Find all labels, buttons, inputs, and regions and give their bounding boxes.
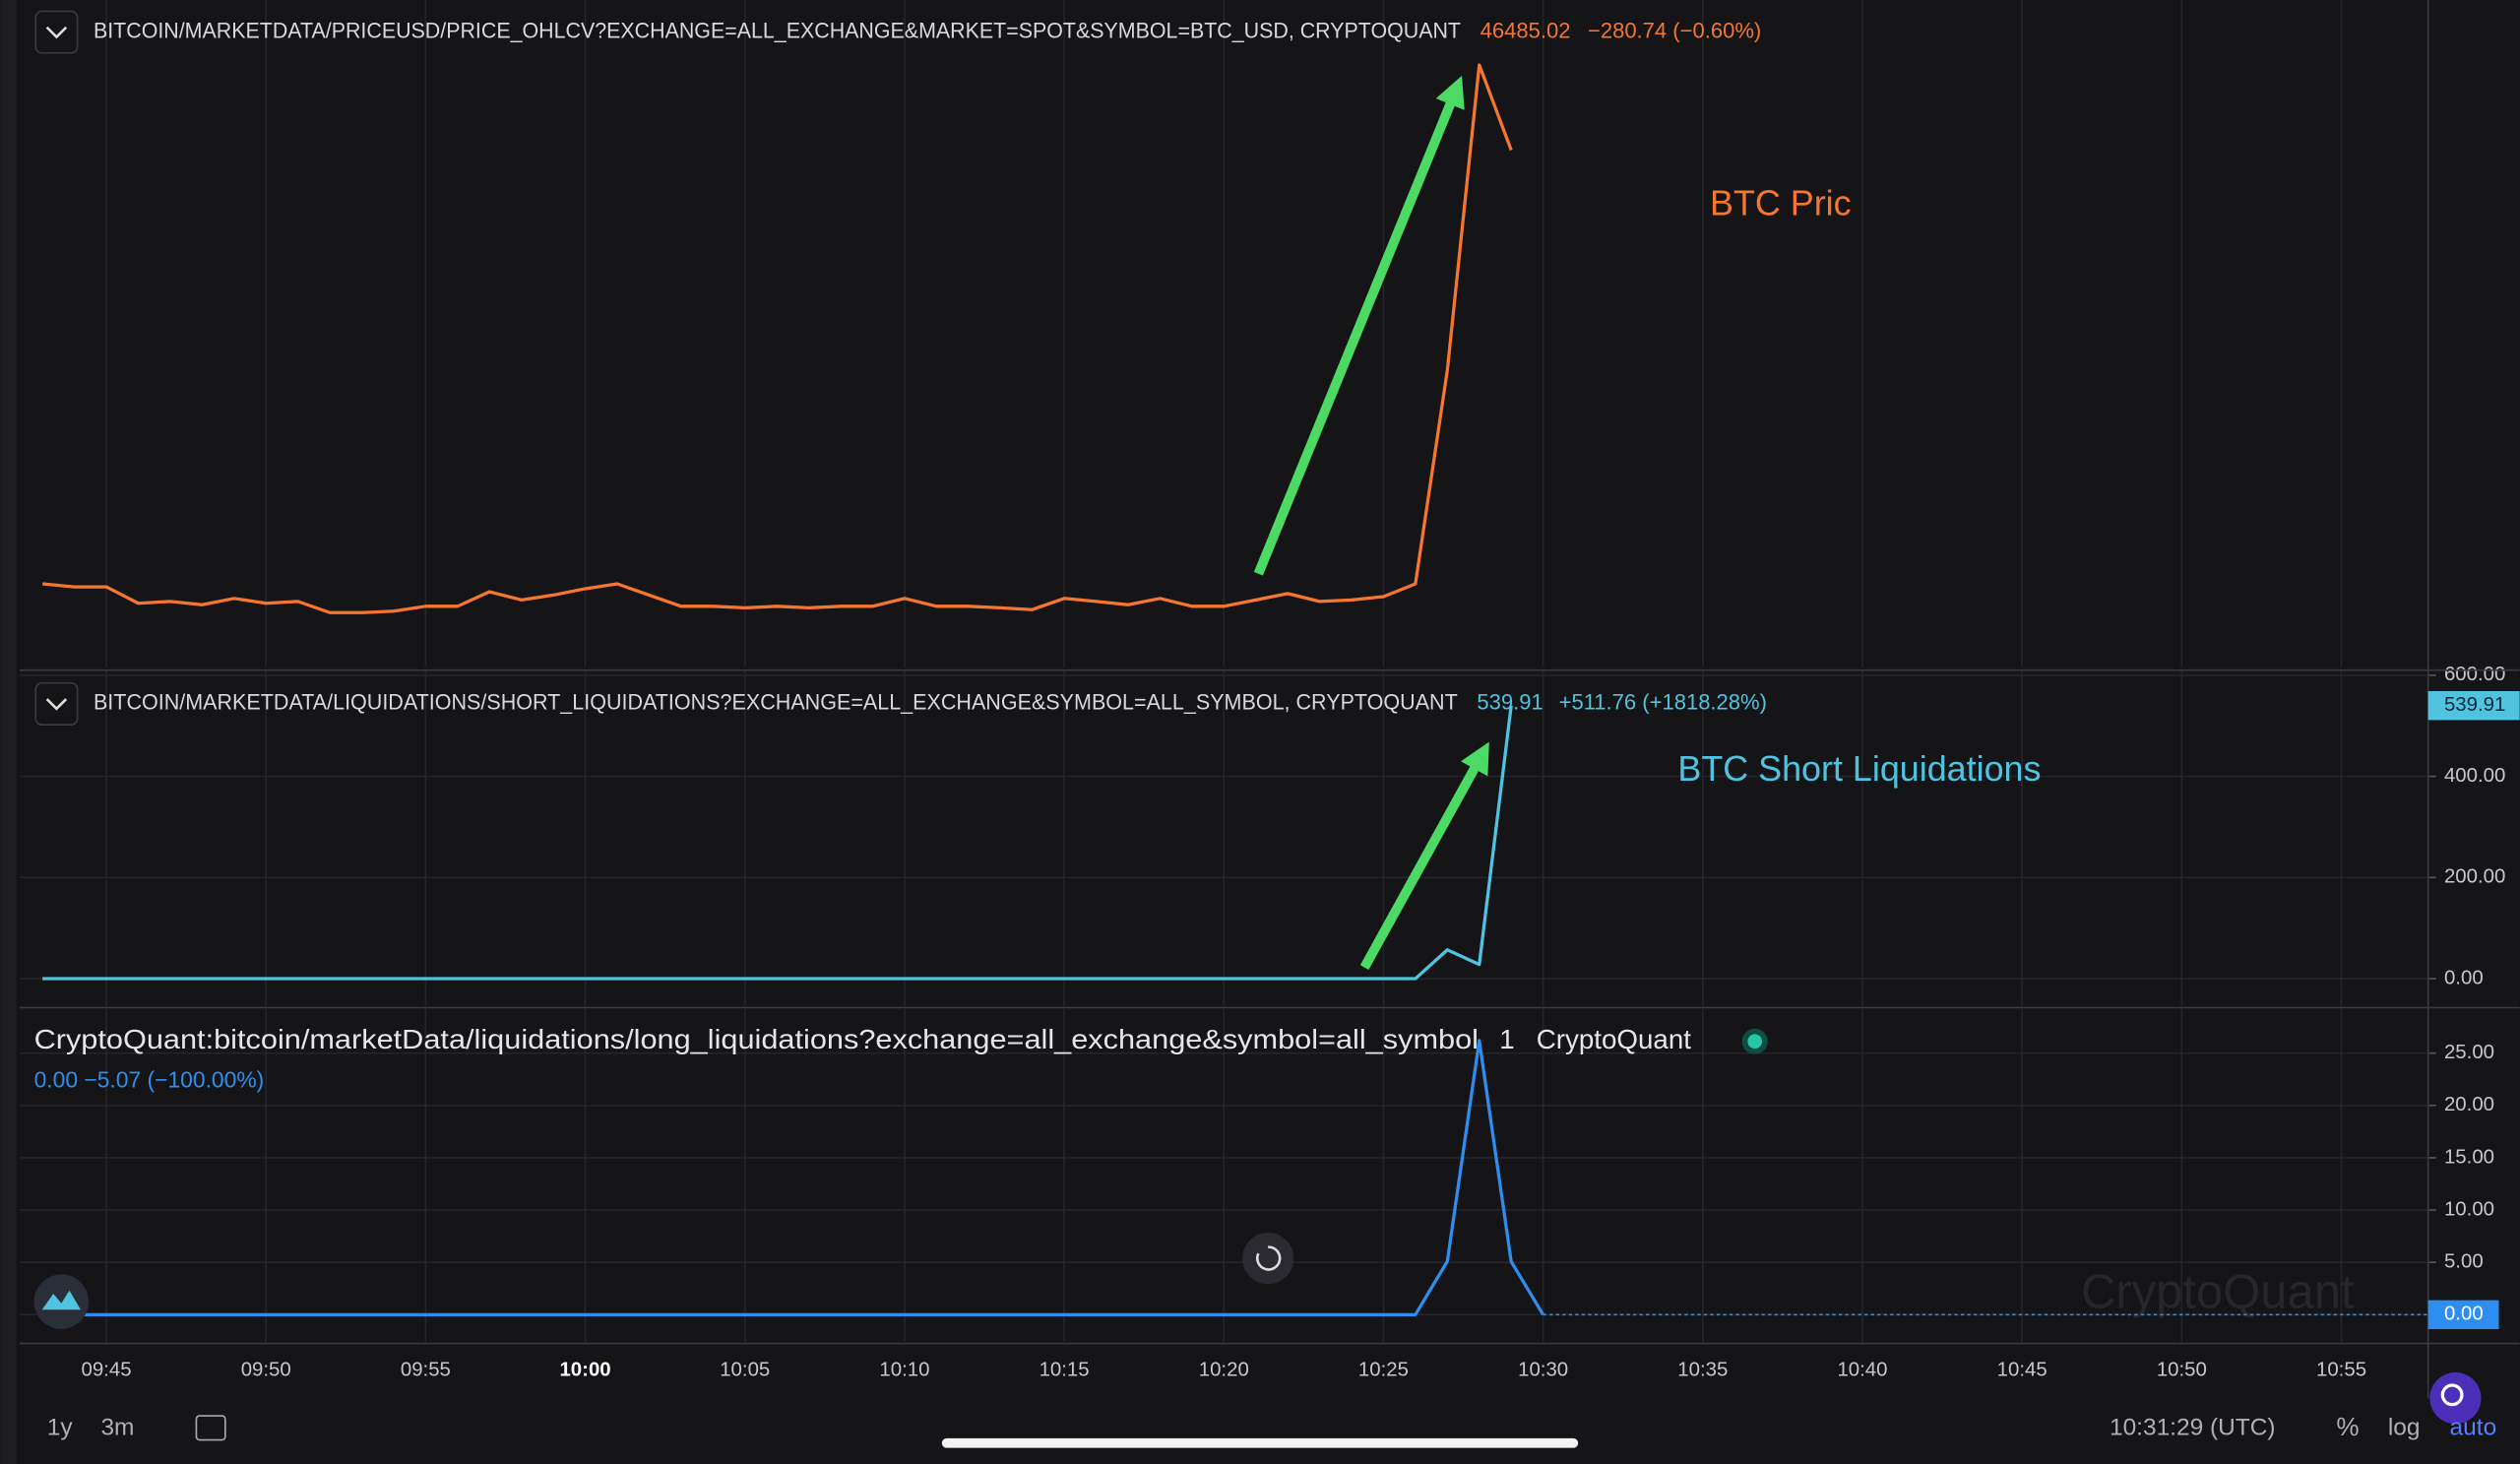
calendar-button[interactable] — [195, 1415, 226, 1441]
y-tick-label: 25.00 — [2444, 1042, 2494, 1063]
home-indicator — [941, 1437, 1579, 1448]
x-tick-label: 09:50 — [241, 1360, 291, 1381]
clock: 10:31:29 (UTC) — [2110, 1415, 2276, 1441]
x-tick-label: 09:55 — [401, 1360, 451, 1381]
logo-icon — [41, 1290, 81, 1310]
reset-button[interactable] — [1242, 1232, 1294, 1285]
y-tick-label: 600.00 — [2444, 664, 2505, 685]
range-button[interactable]: 3m — [100, 1415, 134, 1441]
x-tick-label: 10:00 — [559, 1360, 610, 1381]
series-line — [42, 63, 1513, 614]
annotation: BTC Pric — [1710, 183, 1852, 223]
left-edge — [0, 0, 17, 1464]
y-tick-label: 200.00 — [2444, 866, 2505, 888]
change: +511.76 (+1818.28%) — [1559, 690, 1767, 715]
x-tick-label: 10:40 — [1837, 1360, 1887, 1381]
arrow — [1359, 741, 1489, 970]
range-button[interactable]: 1y — [47, 1415, 74, 1441]
series-header: CryptoQuant:bitcoin/marketData/liquidati… — [34, 1024, 1479, 1054]
series-line — [42, 1039, 1545, 1316]
series-header: BITCOIN/MARKETDATA/LIQUIDATIONS/SHORT_LI… — [94, 690, 1458, 715]
y-tick-label: 15.00 — [2444, 1146, 2494, 1168]
auto-toggle[interactable]: auto — [2450, 1415, 2497, 1441]
x-tick-label: 10:20 — [1199, 1360, 1249, 1381]
search-button[interactable] — [2429, 1371, 2482, 1425]
last-value: 539.91 — [1477, 690, 1543, 715]
series-header: BITCOIN/MARKETDATA/PRICEUSD/PRICE_OHLCV?… — [94, 18, 1461, 42]
x-tick-label: 10:25 — [1358, 1360, 1409, 1381]
watermark: CryptoQuant — [2081, 1266, 2355, 1319]
change: −280.74 (−0.60%) — [1588, 18, 1761, 42]
chevron-icon — [45, 698, 68, 711]
logo-button[interactable] — [33, 1274, 90, 1329]
price-badge-label: 0.00 — [2444, 1304, 2484, 1325]
y-tick-label: 400.00 — [2444, 765, 2505, 787]
price-badge — [2427, 1300, 2499, 1330]
log-toggle[interactable]: log — [2388, 1415, 2421, 1441]
arrow — [1253, 75, 1465, 576]
y-tick-label: 10.00 — [2444, 1198, 2494, 1220]
collapse-button[interactable] — [34, 681, 79, 726]
x-tick-label: 10:35 — [1677, 1360, 1728, 1381]
chevron-icon — [45, 26, 68, 39]
status-dot — [1747, 1034, 1763, 1050]
x-tick-label: 10:10 — [879, 1360, 929, 1381]
collapse-button[interactable] — [34, 10, 79, 54]
interval: 1 — [1499, 1024, 1514, 1054]
x-tick-label: 10:55 — [2316, 1360, 2366, 1381]
x-tick-label: 09:45 — [82, 1360, 132, 1381]
price-badge — [2427, 690, 2520, 721]
percent-toggle[interactable]: % — [2336, 1412, 2359, 1441]
source: CryptoQuant — [1537, 1024, 1692, 1054]
status: 0.00 −5.07 (−100.00%) — [34, 1067, 265, 1093]
annotation: BTC Short Liquidations — [1677, 749, 2041, 789]
x-tick-label: 10:50 — [2157, 1360, 2207, 1381]
series-line — [42, 705, 1513, 981]
plot: 539.91 0.00 — [42, 63, 2520, 1330]
y-tick-label: 5.00 — [2444, 1251, 2484, 1273]
price-badge-label: 539.91 — [2444, 694, 2505, 716]
last-value: 46485.02 — [1480, 18, 1571, 42]
search-icon — [2440, 1383, 2464, 1407]
x-tick-label: 10:15 — [1040, 1360, 1090, 1381]
reset-icon — [1255, 1245, 1282, 1271]
y-tick-label: 20.00 — [2444, 1094, 2494, 1115]
grid: 09:45 09:50 09:55 10:00 10:05 10:10 10:15 10:20… — [19, 0, 2505, 1381]
y-tick-label: 0.00 — [2444, 967, 2484, 988]
x-tick-label: 10:30 — [1518, 1360, 1568, 1381]
x-tick-label: 10:05 — [720, 1360, 770, 1381]
x-tick-label: 10:45 — [1997, 1360, 2048, 1381]
